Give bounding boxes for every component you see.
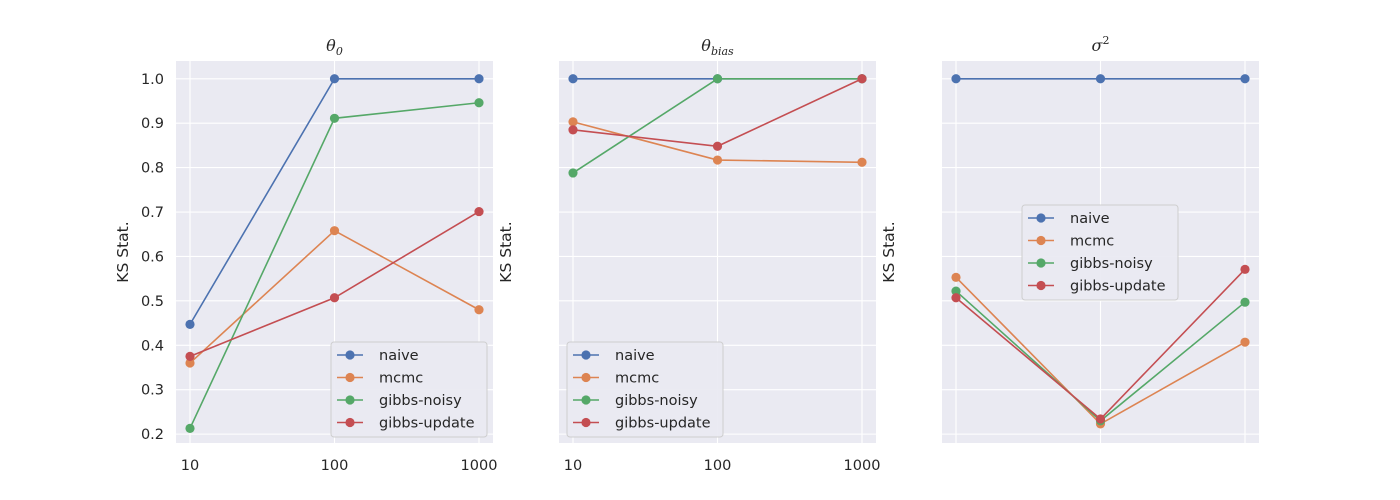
y-tick-label: 0.8 — [141, 161, 164, 177]
data-point-naive — [329, 74, 340, 84]
data-point-gibbs-update — [1240, 264, 1250, 274]
legend-swatch-marker — [1036, 213, 1046, 223]
legend-frame — [330, 341, 488, 438]
subplot-1: 0.2 0.3 0.4 0.5 0.6 0.7 0.8 0.9 1.0 10 100 1000 KS S… — [114, 36, 497, 474]
data-point-gibbs-update — [951, 293, 961, 303]
subplot-title: θbias — [701, 36, 734, 58]
y-tick-label: 0.2 — [141, 427, 164, 443]
legend-label: gibbs-noisy — [1070, 256, 1153, 272]
data-point-mcmc — [857, 157, 867, 167]
x-tick-label: 100 — [321, 458, 349, 474]
y-tick-label: 0.4 — [141, 338, 164, 354]
legend: naive mcmc gibbs-noisy gibbs-update — [566, 341, 724, 438]
legend-swatch-marker — [345, 350, 355, 360]
data-point-naive — [474, 74, 484, 84]
subplot-2: 10 100 1000 KS Stat. θbias naive mcmc gibbs-noi… — [497, 36, 880, 474]
legend-frame — [566, 341, 724, 438]
legend-swatch-marker — [1036, 258, 1046, 268]
data-point-gibbs-noisy — [712, 74, 723, 84]
legend-label: naive — [615, 348, 655, 364]
legend-swatch-marker — [1036, 235, 1046, 246]
subplot-title: σ2 — [1092, 34, 1110, 55]
data-point-gibbs-update — [1095, 414, 1106, 424]
data-point-mcmc — [568, 117, 578, 127]
y-tick-label: 0.7 — [141, 205, 164, 221]
data-point-gibbs-update — [329, 293, 340, 303]
legend-label: gibbs-update — [615, 416, 711, 432]
data-point-gibbs-update — [568, 125, 578, 135]
data-point-gibbs-noisy — [951, 286, 961, 296]
legend-swatch-marker — [345, 417, 355, 428]
legend-swatch-marker — [581, 417, 591, 428]
data-point-mcmc — [329, 226, 340, 236]
legend-swatch-marker — [345, 395, 355, 405]
legend-swatch-marker — [581, 372, 591, 383]
x-tick-label: 1000 — [844, 458, 881, 474]
x-tick-label: 10 — [564, 458, 582, 474]
legend: naive mcmc gibbs-noisy gibbs-update — [330, 341, 488, 438]
data-point-gibbs-update — [712, 141, 723, 151]
y-tick-label: 0.6 — [141, 249, 164, 265]
data-point-gibbs-noisy — [474, 98, 484, 108]
y-axis-label: KS Stat. — [497, 221, 515, 282]
y-tick-label: 0.9 — [141, 116, 164, 132]
data-point-gibbs-noisy — [329, 113, 340, 123]
data-point-gibbs-noisy — [1240, 297, 1250, 307]
x-tick-label: 10 — [181, 458, 199, 474]
data-point-naive — [1240, 74, 1250, 84]
legend-swatch-marker — [581, 350, 591, 360]
data-point-naive — [1095, 74, 1106, 84]
y-axis-label: KS Stat. — [114, 221, 132, 282]
y-tick-label: 0.3 — [141, 383, 164, 399]
legend-label: gibbs-update — [1070, 279, 1166, 295]
legend-swatch-marker — [581, 395, 591, 405]
data-point-mcmc — [951, 272, 961, 282]
legend-label: mcmc — [1070, 234, 1114, 250]
data-point-gibbs-noisy — [185, 423, 195, 433]
data-point-naive — [185, 319, 195, 330]
y-axis-label: KS Stat. — [880, 221, 898, 282]
legend-label: gibbs-update — [379, 416, 475, 432]
subplot-3: KS Stat. σ2 naive mcmc gibbs-noisy gibbs-upda… — [880, 34, 1259, 443]
y-tick-label: 1.0 — [141, 72, 164, 88]
legend-label: naive — [379, 348, 419, 364]
legend-label: mcmc — [379, 371, 423, 387]
data-point-gibbs-update — [857, 74, 867, 84]
legend-label: gibbs-noisy — [379, 393, 462, 409]
data-point-naive — [951, 74, 961, 84]
legend-label: naive — [1070, 211, 1110, 227]
legend-frame — [1021, 204, 1179, 301]
x-tick-label: 1000 — [461, 458, 498, 474]
y-tick-label: 0.5 — [141, 294, 164, 310]
data-point-gibbs-update — [185, 351, 195, 361]
legend-label: gibbs-noisy — [615, 393, 698, 409]
legend-label: mcmc — [615, 371, 659, 387]
data-point-naive — [568, 74, 578, 84]
data-point-mcmc — [712, 155, 723, 165]
data-point-mcmc — [1240, 337, 1250, 347]
x-tick-label: 100 — [704, 458, 732, 474]
data-point-mcmc — [474, 305, 484, 315]
subplot-title: θ0 — [326, 36, 343, 58]
legend: naive mcmc gibbs-noisy gibbs-update — [1021, 204, 1179, 301]
legend-swatch-marker — [1036, 280, 1046, 291]
data-point-gibbs-noisy — [568, 168, 578, 178]
legend-swatch-marker — [345, 372, 355, 383]
data-point-mcmc — [185, 358, 195, 368]
data-point-gibbs-update — [474, 206, 484, 217]
